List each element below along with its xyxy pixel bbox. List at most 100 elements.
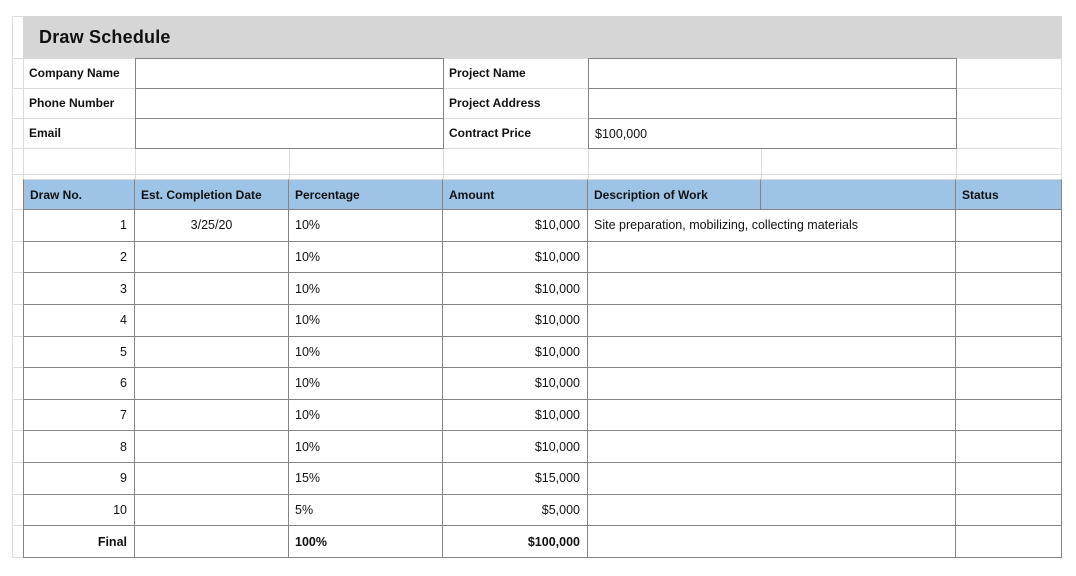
cell-status[interactable]	[956, 399, 1062, 432]
cell-percentage[interactable]: 10%	[289, 304, 443, 337]
row-margin-cell	[12, 431, 23, 463]
gridline	[12, 16, 13, 179]
cell-amount[interactable]: $10,000	[443, 304, 588, 337]
cell-draw-no[interactable]: 6	[23, 368, 135, 400]
company-name-field[interactable]	[136, 59, 443, 89]
col-header-draw-no: Draw No.	[23, 179, 135, 210]
cell-amount[interactable]: $15,000	[443, 463, 588, 495]
cell-amount[interactable]: $10,000	[443, 273, 588, 305]
contract-price-label: Contract Price	[449, 126, 532, 140]
cell-status[interactable]	[956, 273, 1062, 305]
gridline	[23, 16, 24, 179]
cell-amount[interactable]: $10,000	[443, 431, 588, 463]
cell-draw-no[interactable]: 10	[23, 494, 135, 527]
row-margin-cell	[12, 368, 23, 400]
cell-percentage[interactable]: 15%	[289, 463, 443, 495]
cell-amount[interactable]: $10,000	[443, 368, 588, 400]
cell-status[interactable]	[956, 431, 1062, 463]
col-header-percentage: Percentage	[289, 179, 443, 210]
cell-status[interactable]	[956, 336, 1062, 369]
cell-percentage[interactable]: 10%	[289, 210, 443, 242]
row-margin-cell	[12, 210, 23, 242]
cell-draw-no[interactable]: 8	[23, 431, 135, 463]
cell-percentage[interactable]: 10%	[289, 241, 443, 274]
cell-description-of-work[interactable]	[588, 463, 956, 495]
cell-est-completion-date[interactable]	[135, 241, 289, 274]
cell-percentage[interactable]: 10%	[289, 399, 443, 432]
project-name-field[interactable]	[589, 59, 956, 89]
cell-description-of-work[interactable]	[588, 368, 956, 400]
cell-est-completion-date[interactable]: 3/25/20	[135, 210, 289, 242]
row-margin-cell	[12, 463, 23, 495]
cell-est-completion-date[interactable]	[135, 463, 289, 495]
cell-est-completion-date[interactable]	[135, 273, 289, 305]
cell-description-of-work[interactable]	[588, 526, 956, 558]
gridline	[12, 174, 1062, 175]
cell-status[interactable]	[956, 526, 1062, 558]
cell-percentage[interactable]: 10%	[289, 431, 443, 463]
row-margin-cell	[12, 179, 23, 210]
cell-draw-no[interactable]: 4	[23, 304, 135, 337]
project-name-label: Project Name	[449, 66, 526, 80]
project-address-field[interactable]	[589, 89, 956, 119]
cell-amount[interactable]: $10,000	[443, 210, 588, 242]
phone-number-field[interactable]	[136, 89, 443, 119]
cell-description-of-work[interactable]	[588, 494, 956, 527]
cell-description-of-work[interactable]	[588, 399, 956, 432]
email-field[interactable]	[136, 119, 443, 148]
table-row: 3 10% $10,000	[12, 273, 1062, 305]
cell-description-of-work[interactable]	[588, 273, 956, 305]
cell-est-completion-date[interactable]	[135, 304, 289, 337]
cell-draw-no[interactable]: 9	[23, 463, 135, 495]
cell-status[interactable]	[956, 494, 1062, 527]
cell-amount[interactable]: $10,000	[443, 399, 588, 432]
cell-draw-no[interactable]: 3	[23, 273, 135, 305]
cell-description-of-work[interactable]: Site preparation, mobilizing, collecting…	[588, 210, 956, 242]
cell-status[interactable]	[956, 368, 1062, 400]
cell-amount[interactable]: $10,000	[443, 336, 588, 369]
cell-description-of-work[interactable]	[588, 241, 956, 274]
cell-amount[interactable]: $100,000	[443, 526, 588, 558]
company-info-box	[135, 58, 444, 149]
cell-status[interactable]	[956, 210, 1062, 242]
cell-amount[interactable]: $5,000	[443, 494, 588, 527]
cell-description-of-work[interactable]	[588, 304, 956, 337]
cell-est-completion-date[interactable]	[135, 526, 289, 558]
project-address-label: Project Address	[449, 96, 541, 110]
cell-status[interactable]	[956, 463, 1062, 495]
table-body: 1 3/25/20 10% $10,000 Site preparation, …	[12, 210, 1062, 558]
cell-est-completion-date[interactable]	[135, 494, 289, 527]
cell-percentage[interactable]: 5%	[289, 494, 443, 527]
cell-percentage[interactable]: 10%	[289, 336, 443, 369]
cell-est-completion-date[interactable]	[135, 368, 289, 400]
cell-percentage[interactable]: 100%	[289, 526, 443, 558]
contract-price-field[interactable]: $100,000	[595, 126, 648, 141]
cell-draw-no[interactable]: 1	[23, 210, 135, 242]
cell-draw-no[interactable]: 5	[23, 336, 135, 369]
gridline	[12, 148, 1062, 149]
cell-percentage[interactable]: 10%	[289, 273, 443, 305]
table-row: 1 3/25/20 10% $10,000 Site preparation, …	[12, 210, 1062, 242]
cell-est-completion-date[interactable]	[135, 399, 289, 432]
table-row: 7 10% $10,000	[12, 399, 1062, 432]
cell-draw-no[interactable]: Final	[23, 526, 135, 558]
title-bar: Draw Schedule	[23, 16, 1062, 58]
cell-status[interactable]	[956, 304, 1062, 337]
table-row: 6 10% $10,000	[12, 368, 1062, 400]
cell-amount[interactable]: $10,000	[443, 241, 588, 274]
draw-table: Draw No. Est. Completion Date Percentage…	[12, 179, 1062, 558]
row-margin-cell	[12, 241, 23, 274]
cell-est-completion-date[interactable]	[135, 431, 289, 463]
cell-est-completion-date[interactable]	[135, 336, 289, 369]
company-name-label: Company Name	[29, 66, 120, 80]
cell-description-of-work[interactable]	[588, 431, 956, 463]
table-row: 8 10% $10,000	[12, 431, 1062, 463]
table-row: 9 15% $15,000	[12, 463, 1062, 495]
cell-draw-no[interactable]: 7	[23, 399, 135, 432]
cell-description-of-work[interactable]	[588, 336, 956, 369]
cell-draw-no[interactable]: 2	[23, 241, 135, 274]
col-header-est-completion-date: Est. Completion Date	[135, 179, 289, 210]
cell-percentage[interactable]: 10%	[289, 368, 443, 400]
row-margin-cell	[12, 494, 23, 527]
cell-status[interactable]	[956, 241, 1062, 274]
